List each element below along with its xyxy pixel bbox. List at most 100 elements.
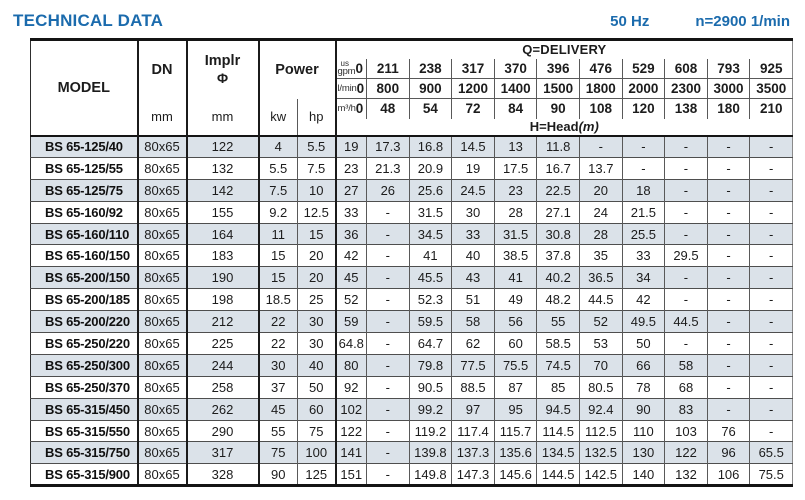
head-value-cell: 139.8 bbox=[409, 441, 453, 464]
kw-cell: 15 bbox=[258, 244, 298, 267]
head-value-cell: 151 bbox=[335, 463, 368, 486]
flow-value-cell: 48 bbox=[366, 98, 410, 119]
title-bar: TECHNICAL DATA 50 Hz n=2900 1/min bbox=[0, 0, 805, 31]
impeller-label: Implr bbox=[204, 52, 241, 69]
model-cell: BS 65-315/900 bbox=[30, 463, 139, 486]
head-value-cell: 37.8 bbox=[536, 244, 580, 267]
head-value-cell: - bbox=[366, 441, 410, 464]
head-value-cell: 17.5 bbox=[494, 156, 538, 180]
head-value-cell: 51 bbox=[451, 288, 495, 311]
head-value-cell: 140 bbox=[622, 463, 666, 486]
hp-cell: 60 bbox=[297, 397, 337, 421]
head-value-cell: - bbox=[622, 156, 666, 180]
head-value-cell: 78 bbox=[622, 375, 666, 399]
hp-cell: 40 bbox=[297, 353, 337, 377]
head-value-cell: - bbox=[366, 310, 410, 333]
hp-cell: 125 bbox=[297, 463, 337, 486]
kw-cell: 30 bbox=[258, 353, 298, 377]
head-value-cell: 33 bbox=[451, 222, 495, 245]
head-value-cell: 13.7 bbox=[579, 156, 623, 180]
flow-value-cell: 2000 bbox=[622, 78, 666, 99]
head-value-cell: 75.5 bbox=[494, 353, 538, 377]
head-value-cell: 88.5 bbox=[451, 375, 495, 399]
model-cell: BS 65-160/92 bbox=[30, 200, 139, 224]
flow-value-cell: 1400 bbox=[494, 78, 538, 99]
head-value-cell: 11.8 bbox=[536, 135, 580, 158]
head-value-cell: - bbox=[707, 200, 751, 224]
head-value-cell: 90 bbox=[622, 397, 666, 421]
head-value-cell: 16.7 bbox=[536, 156, 580, 180]
head-value-cell: - bbox=[664, 178, 708, 202]
head-value-cell: 49 bbox=[494, 288, 538, 311]
head-value-cell: 65.5 bbox=[749, 441, 793, 464]
head-value-cell: 144.5 bbox=[536, 463, 580, 486]
flow-unit-label-main: gpm bbox=[337, 65, 356, 77]
table-row: BS 65-160/92 80x65 155 9.2 12.5 33-31.5 30 28 27… bbox=[30, 200, 793, 224]
head-value-cell: 83 bbox=[664, 397, 708, 421]
table-row: BS 65-315/550 80x65 290 55 75 122-119.2 117.4 1… bbox=[30, 419, 793, 442]
dn-cell: 80x65 bbox=[137, 156, 188, 180]
hp-cell: 5.5 bbox=[297, 135, 337, 158]
head-value-cell: 50 bbox=[622, 332, 666, 355]
flow-value-cell: 3500 bbox=[749, 78, 793, 99]
head-value-cell: - bbox=[366, 463, 410, 486]
hp-cell: 75 bbox=[297, 419, 337, 442]
head-value-cell: 59 bbox=[335, 310, 368, 333]
implr-cell: 132 bbox=[186, 156, 260, 180]
flow-value-cell: 1500 bbox=[536, 78, 580, 99]
head-value-cell: - bbox=[749, 353, 793, 377]
head-value-cell: 41 bbox=[494, 266, 538, 289]
flow-value-cell: 54 bbox=[409, 98, 453, 119]
table-row: BS 65-200/185 80x65 198 18.5 25 52-52.3 51 49 48… bbox=[30, 288, 793, 311]
dn-cell: 80x65 bbox=[137, 222, 188, 245]
head-value-cell: - bbox=[366, 200, 410, 224]
implr-cell: 212 bbox=[186, 310, 260, 333]
flow-value-cell: 138 bbox=[664, 98, 708, 119]
head-value-cell: 53 bbox=[579, 332, 623, 355]
head-value-cell: 31.5 bbox=[409, 200, 453, 224]
head-value-cell: 94.5 bbox=[536, 397, 580, 421]
head-value-cell: 87 bbox=[494, 375, 538, 399]
head-value-cell: 27 bbox=[335, 178, 368, 202]
head-value-cell: - bbox=[749, 397, 793, 421]
dn-unit-label: mm bbox=[137, 98, 188, 136]
head-value-cell: 28 bbox=[579, 222, 623, 245]
dn-cell: 80x65 bbox=[137, 288, 188, 311]
head-value-cell: - bbox=[749, 419, 793, 442]
head-value-cell: 130 bbox=[622, 441, 666, 464]
implr-cell: 225 bbox=[186, 332, 260, 355]
flow-row-m3h: mm mm kw hp m³/h 0 48 54 72 84 90 108 120 138 180 2… bbox=[31, 98, 793, 136]
flow-value-cell: 120 bbox=[622, 98, 666, 119]
kw-cell: 5.5 bbox=[258, 156, 298, 180]
kw-cell: 75 bbox=[258, 441, 298, 464]
model-cell: BS 65-315/750 bbox=[30, 441, 139, 464]
dn-column-header: DN bbox=[137, 39, 188, 99]
impeller-column-header: Implr Φ bbox=[186, 39, 260, 99]
flow-row-lmin: l/min 0 800 900 1200 1400 1500 1800 2000 2300 3000… bbox=[31, 78, 793, 99]
head-value-cell: 70 bbox=[579, 353, 623, 377]
flow-value-cell: 108 bbox=[579, 98, 623, 119]
head-value-cell: 119.2 bbox=[409, 419, 453, 442]
head-value-cell: 115.7 bbox=[494, 419, 538, 442]
flow-zero-value: 0 bbox=[355, 60, 364, 76]
head-value-cell: 31.5 bbox=[494, 222, 538, 245]
head-value-cell: 30 bbox=[451, 200, 495, 224]
flow-value-cell: 72 bbox=[451, 98, 495, 119]
kw-cell: 7.5 bbox=[258, 178, 298, 202]
flow-value-cell: 793 bbox=[707, 58, 751, 79]
implr-unit-label: mm bbox=[186, 98, 260, 136]
head-value-cell: 58 bbox=[451, 310, 495, 333]
dn-cell: 80x65 bbox=[137, 441, 188, 464]
flow-value-cell: 396 bbox=[536, 58, 580, 79]
head-value-cell: 137.3 bbox=[451, 441, 495, 464]
kw-cell: 15 bbox=[258, 266, 298, 289]
head-value-cell: 92.4 bbox=[579, 397, 623, 421]
head-value-cell: 92 bbox=[335, 375, 368, 399]
implr-cell: 142 bbox=[186, 178, 260, 202]
flow-unit-label: us gpm bbox=[337, 59, 356, 77]
table-row: BS 65-200/150 80x65 190 15 20 45-45.5 43 41 40.2… bbox=[30, 266, 793, 289]
model-cell: BS 65-200/220 bbox=[30, 310, 139, 333]
head-value-cell: - bbox=[749, 266, 793, 289]
dn-cell: 80x65 bbox=[137, 266, 188, 289]
table-row: BS 65-125/40 80x65 122 4 5.5 19 17.3 16.8 14.5 13… bbox=[30, 135, 793, 158]
